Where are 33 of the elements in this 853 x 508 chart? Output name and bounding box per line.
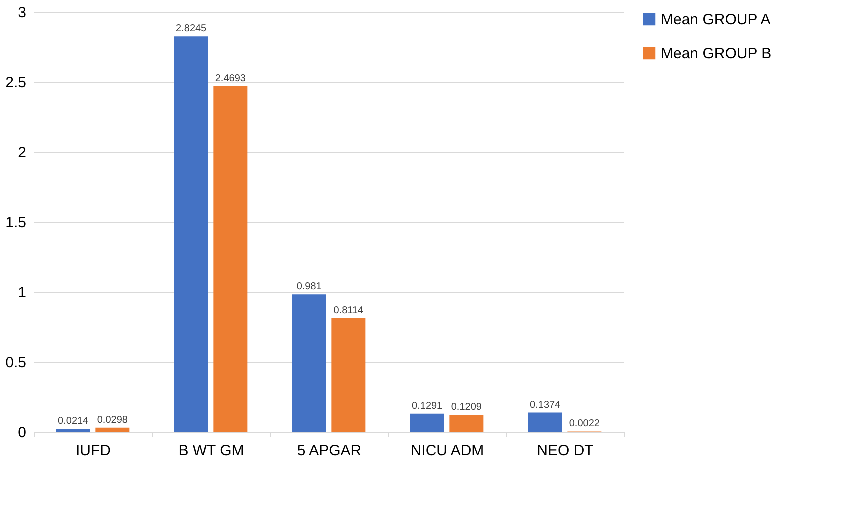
data-label: 2.4693 bbox=[215, 73, 246, 84]
bar bbox=[450, 415, 484, 432]
data-label: 2.8245 bbox=[176, 24, 208, 35]
data-label: 0.8114 bbox=[334, 305, 364, 316]
data-label: 0.1374 bbox=[530, 400, 562, 411]
legend-label: Mean GROUP A bbox=[661, 12, 771, 28]
data-label: 0.0022 bbox=[569, 418, 600, 430]
data-label: 0.0214 bbox=[58, 416, 90, 428]
x-tick-label: 5 APGAR bbox=[297, 442, 362, 460]
bar bbox=[332, 318, 366, 432]
data-label: 0.1209 bbox=[451, 402, 482, 414]
y-tick-label: 2.5 bbox=[6, 74, 26, 92]
bar bbox=[56, 429, 90, 432]
y-tick-label: 0 bbox=[18, 424, 26, 442]
bar bbox=[174, 36, 208, 432]
bar bbox=[410, 414, 444, 432]
y-tick-label: 0.5 bbox=[6, 354, 26, 372]
bar bbox=[96, 428, 130, 432]
y-tick-label: 2 bbox=[18, 144, 26, 162]
data-label: 0.981 bbox=[296, 282, 322, 293]
y-tick-label: 3 bbox=[18, 4, 26, 22]
y-tick-label: 1 bbox=[18, 284, 26, 302]
y-tick-label: 1.5 bbox=[6, 214, 26, 232]
x-tick-label: NICU ADM bbox=[410, 442, 484, 460]
x-tick-label: B WT GM bbox=[178, 442, 244, 460]
data-label: 0.0298 bbox=[97, 414, 128, 426]
data-label: 0.1291 bbox=[412, 400, 444, 412]
legend-label: Mean GROUP B bbox=[661, 46, 772, 62]
x-tick-label: NEO DT bbox=[537, 442, 594, 460]
bar bbox=[214, 86, 248, 432]
x-tick-label: IUFD bbox=[76, 442, 112, 460]
bar bbox=[292, 294, 326, 432]
bar bbox=[528, 412, 562, 432]
